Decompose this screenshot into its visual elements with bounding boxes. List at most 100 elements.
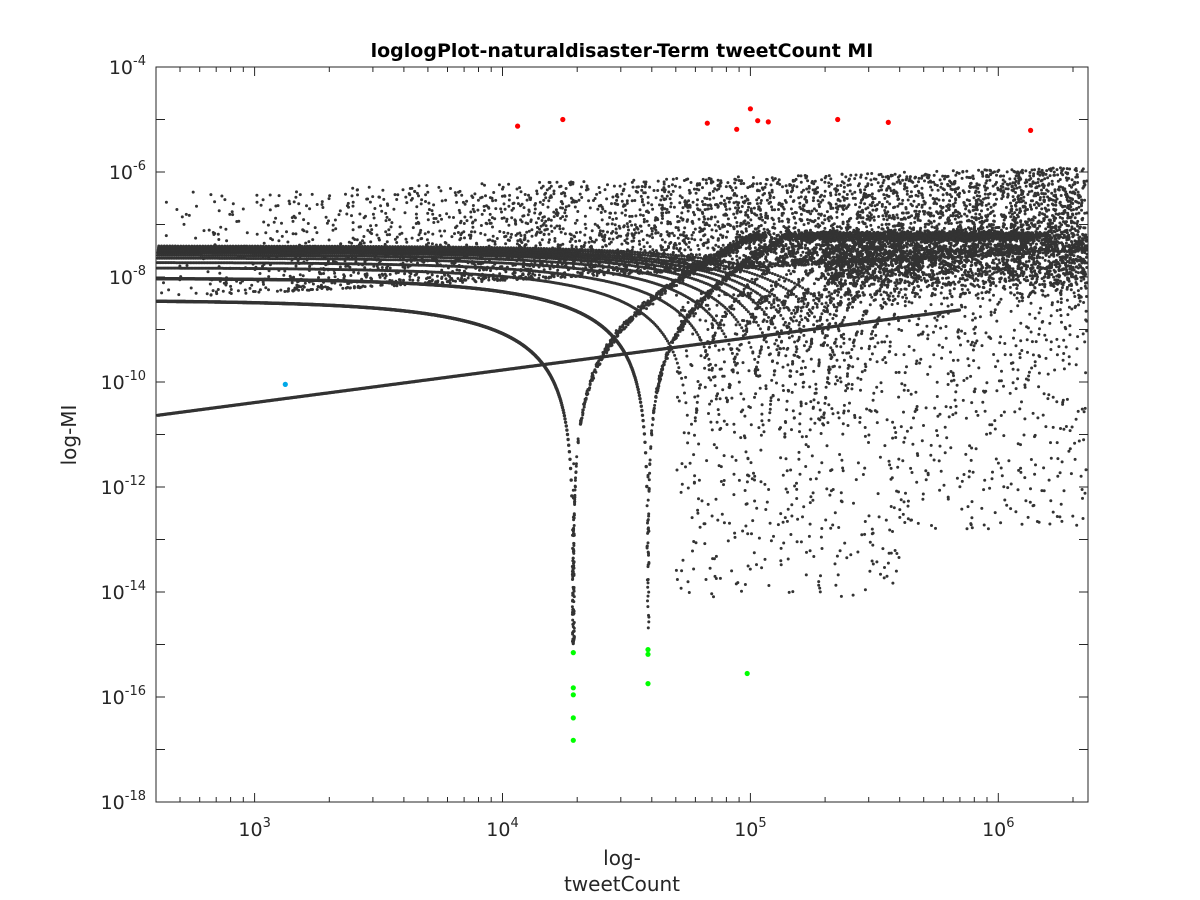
- data-point: [696, 333, 700, 337]
- data-point: [695, 305, 698, 309]
- data-point: [678, 329, 682, 333]
- data-point: [615, 333, 619, 336]
- data-point: [770, 243, 774, 247]
- data-point: [660, 292, 664, 296]
- data-point: [644, 464, 648, 469]
- data-point: [794, 234, 798, 238]
- data-point: [660, 367, 664, 371]
- data-point: [662, 360, 666, 364]
- data-point: [733, 360, 736, 364]
- data-point: [575, 455, 579, 459]
- data-point: [699, 383, 702, 387]
- data-point: [696, 394, 700, 398]
- data-point: [690, 310, 694, 314]
- data-point: [671, 282, 675, 286]
- data-point: [593, 368, 597, 372]
- data-point: [673, 353, 677, 357]
- data-point: [653, 403, 657, 407]
- data-point: [601, 351, 605, 354]
- data-point: [694, 312, 697, 315]
- data-point: [622, 327, 626, 331]
- data-point: [625, 319, 628, 323]
- data-point: [690, 516, 694, 520]
- data-point: [759, 302, 762, 305]
- data-point: [687, 431, 691, 435]
- data-point: [640, 413, 645, 417]
- data-point: [574, 471, 578, 474]
- data-point: [641, 418, 645, 423]
- data-point: [719, 251, 723, 254]
- data-point: [564, 424, 568, 428]
- data-point: [651, 417, 655, 421]
- data-point: [648, 462, 652, 466]
- data-point: [565, 428, 569, 432]
- data-point: [710, 289, 714, 293]
- data-point: [650, 433, 654, 437]
- data-point: [760, 272, 764, 276]
- data-point: [650, 299, 653, 303]
- data-point: [604, 349, 608, 353]
- data-point: [646, 475, 650, 479]
- data-point: [650, 423, 654, 427]
- data-point: [567, 443, 571, 447]
- data-point: [763, 243, 767, 247]
- data-point: [694, 411, 698, 414]
- data-point: [590, 378, 594, 382]
- data-point: [647, 303, 650, 307]
- data-point: [632, 313, 636, 317]
- data-point: [673, 337, 676, 341]
- data-point: [637, 393, 642, 398]
- data-point: [640, 408, 644, 413]
- data-point: [581, 408, 585, 412]
- data-point: [777, 278, 781, 282]
- data-point: [683, 391, 686, 395]
- data-point: [767, 294, 771, 298]
- data-point: [675, 361, 679, 365]
- data-point: [657, 378, 661, 382]
- data-point: [677, 276, 681, 280]
- data-point: [713, 384, 717, 388]
- data-point: [688, 313, 692, 317]
- data-point: [707, 357, 711, 361]
- data-point: [785, 273, 789, 277]
- data-point: [685, 413, 689, 417]
- data-point: [763, 272, 767, 276]
- data-point: [677, 366, 681, 370]
- data-point: [572, 462, 576, 466]
- data-point: [629, 315, 633, 319]
- data-point: [640, 306, 644, 310]
- data-point: [693, 419, 697, 423]
- data-point: [674, 332, 678, 336]
- data-point: [684, 401, 688, 405]
- data-point: [668, 344, 672, 348]
- data-point: [664, 357, 668, 360]
- data-point: [708, 345, 711, 349]
- data-point: [596, 365, 600, 369]
- data-point: [646, 299, 650, 303]
- data-point: [582, 402, 586, 406]
- data-point: [573, 488, 577, 492]
- data-point: [735, 352, 739, 356]
- data-point: [576, 440, 580, 444]
- data-point: [643, 440, 647, 444]
- data-point: [573, 478, 577, 482]
- data-point: [716, 408, 720, 412]
- data-point: [722, 483, 725, 487]
- data-point: [649, 446, 653, 450]
- data-point: [665, 351, 669, 355]
- data-point: [587, 388, 591, 392]
- data-point: [642, 300, 646, 304]
- data-point: [688, 461, 692, 465]
- data-point: [740, 243, 744, 247]
- data-point: [647, 478, 651, 482]
- data-point: [670, 347, 674, 351]
- data-point: [568, 457, 572, 461]
- data-point: [584, 397, 588, 401]
- data-point: [652, 406, 656, 410]
- data-point: [608, 339, 612, 342]
- points-layer: [155, 106, 1089, 743]
- data-point: [579, 421, 583, 425]
- data-point: [693, 433, 696, 437]
- data-point: [787, 269, 791, 273]
